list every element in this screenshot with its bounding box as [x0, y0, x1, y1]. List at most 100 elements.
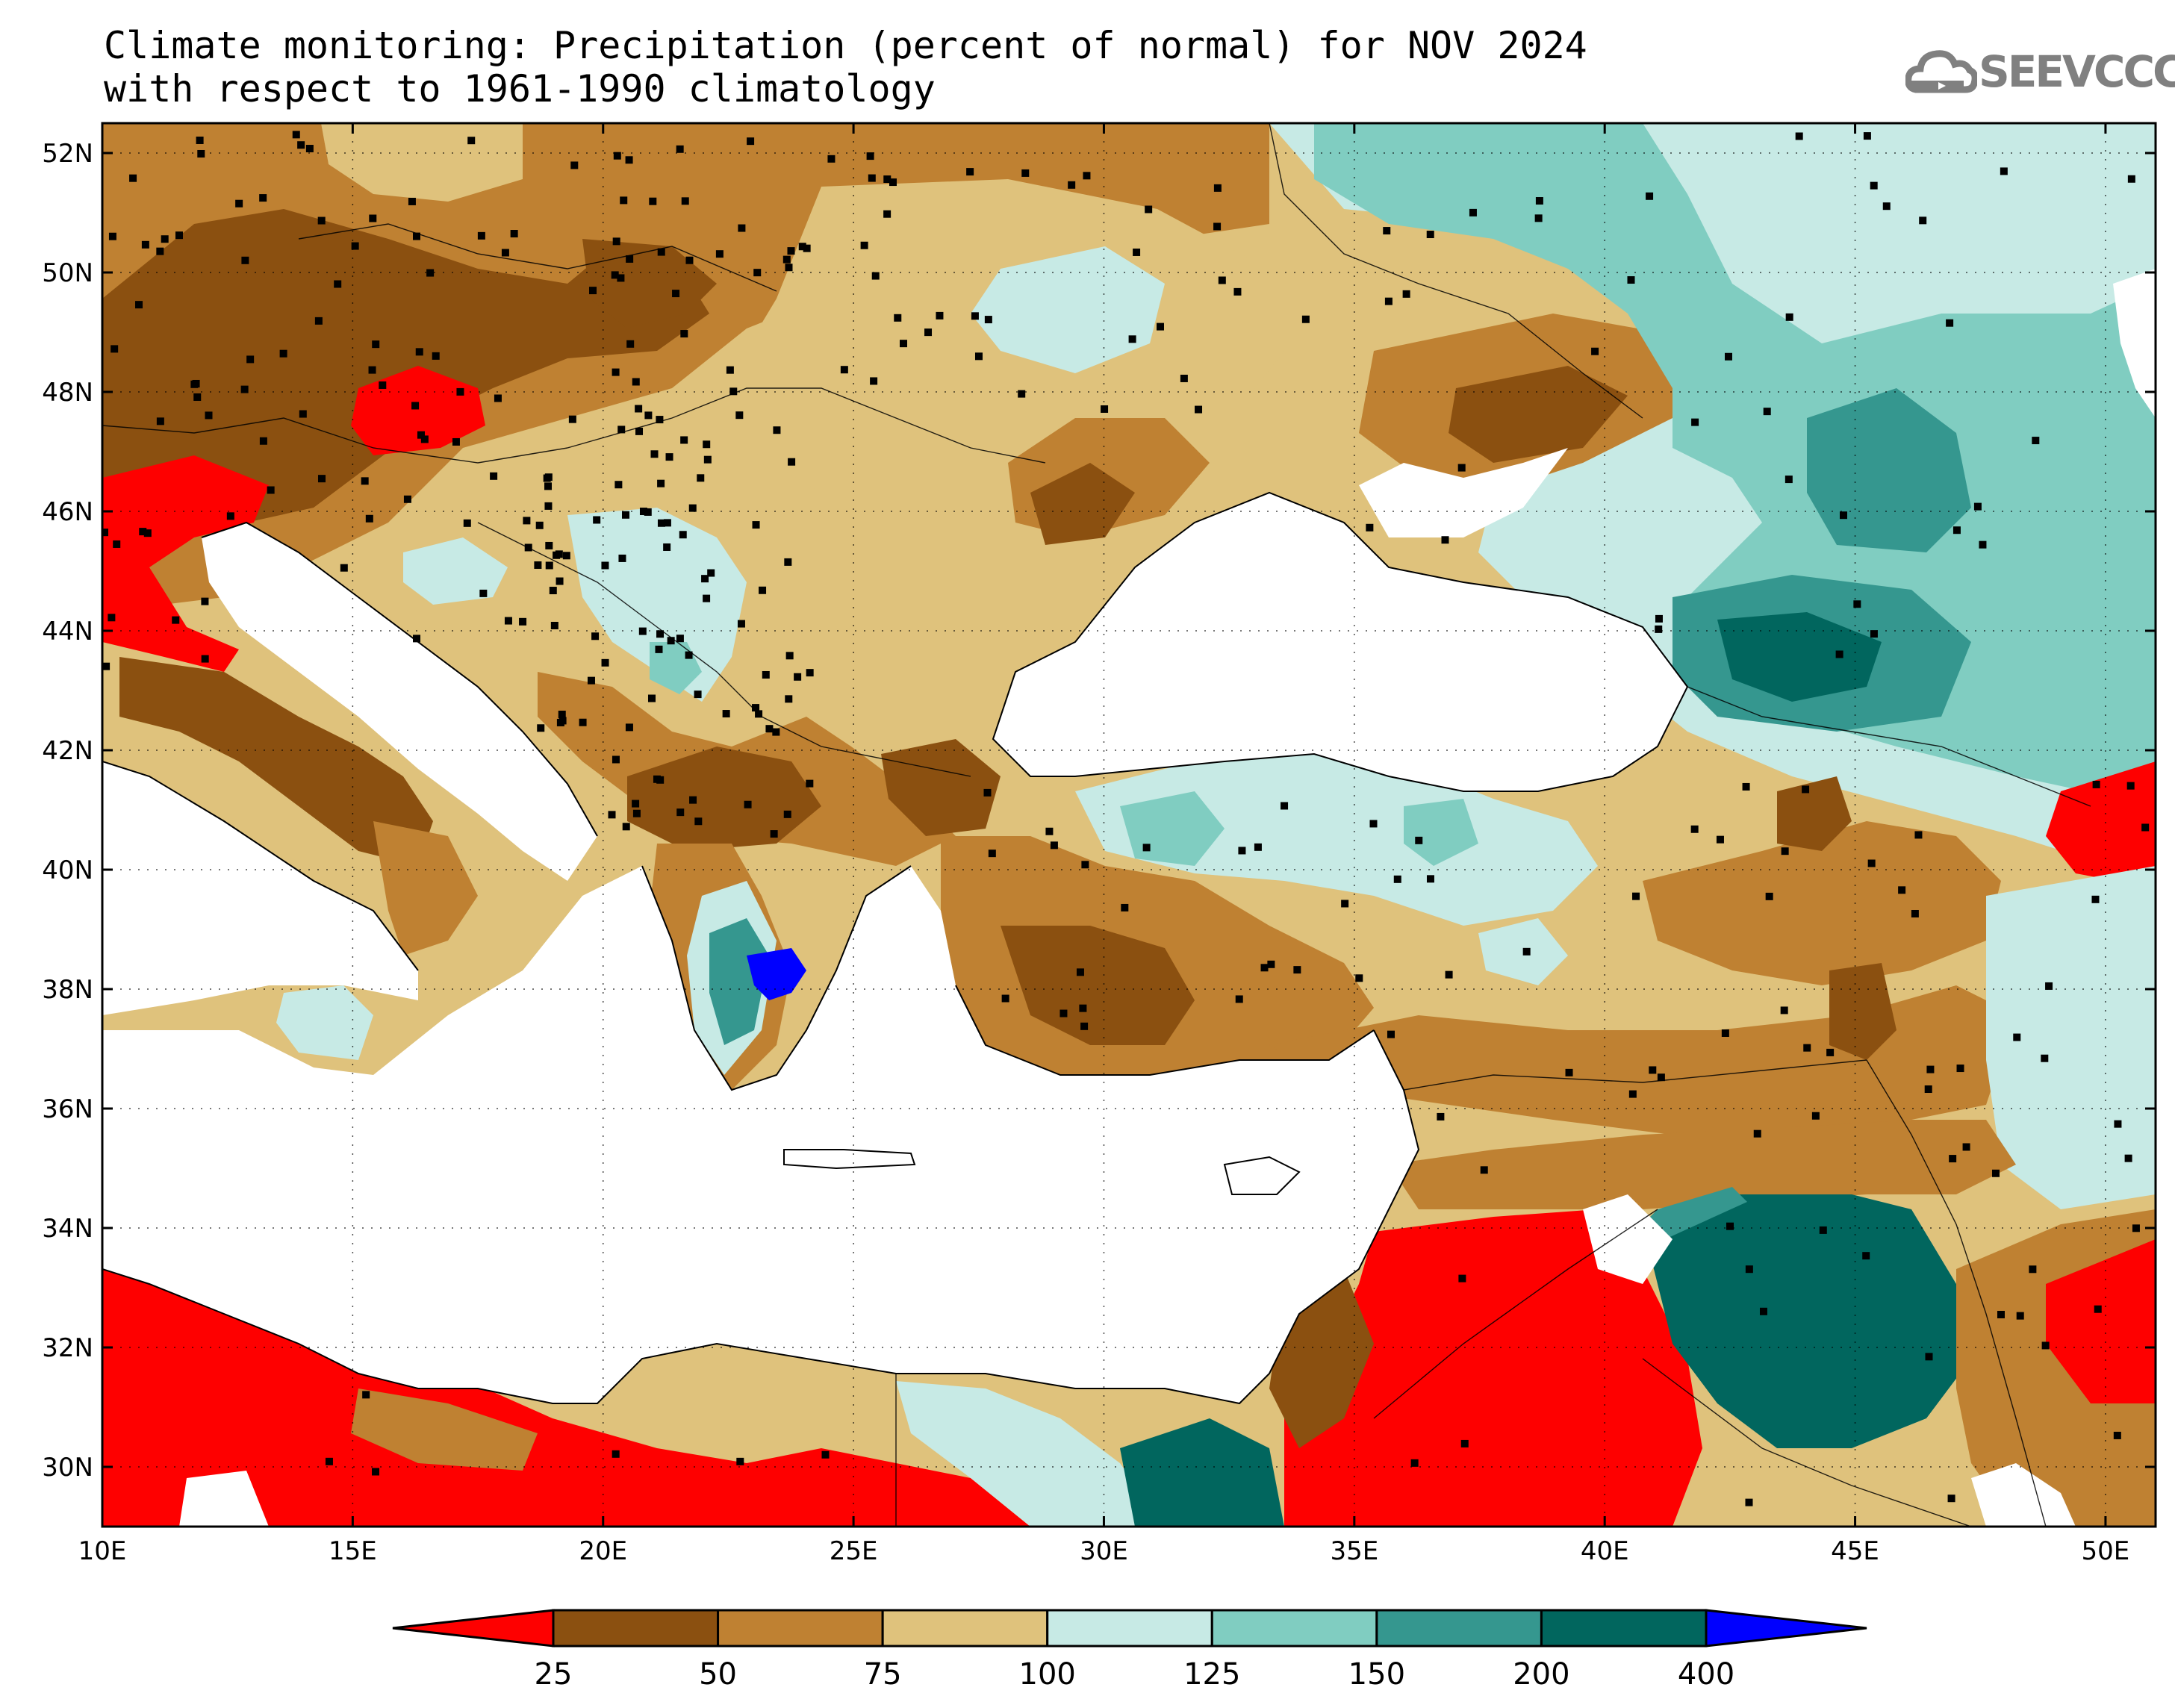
- station-marker: [680, 330, 688, 338]
- station-marker: [626, 340, 635, 348]
- colorbar-label: 200: [1513, 1657, 1569, 1692]
- station-marker: [924, 328, 933, 337]
- station-marker: [1991, 1169, 2000, 1177]
- station-marker: [1101, 405, 1109, 413]
- station-marker: [1180, 374, 1188, 382]
- station-marker: [420, 435, 429, 443]
- station-marker: [1863, 132, 1871, 140]
- station-marker: [1083, 172, 1091, 180]
- station-marker: [1076, 968, 1084, 976]
- station-marker: [1195, 405, 1203, 414]
- station-marker: [299, 410, 307, 418]
- station-marker: [752, 704, 760, 712]
- station-marker: [1534, 214, 1543, 222]
- station-marker: [1979, 540, 1987, 549]
- station-marker: [1145, 205, 1153, 214]
- station-marker: [1001, 994, 1009, 1003]
- station-marker: [589, 287, 597, 295]
- station-marker: [787, 247, 795, 255]
- station-marker: [587, 676, 595, 685]
- station-marker: [523, 517, 531, 525]
- station-marker: [108, 232, 116, 240]
- station-marker: [305, 145, 314, 153]
- station-marker: [372, 1468, 380, 1476]
- station-marker: [494, 394, 502, 402]
- station-marker: [1627, 276, 1635, 284]
- anomaly-25-50-van: [1829, 963, 1896, 1060]
- station-marker: [2000, 167, 2008, 175]
- station-marker: [650, 450, 659, 458]
- station-marker: [685, 651, 693, 659]
- anomaly-100-125-serbia: [567, 508, 747, 702]
- station-marker: [549, 587, 557, 595]
- caspian-sea: [2113, 269, 2156, 418]
- anomaly-25-50-central-italy: [119, 657, 433, 866]
- station-marker: [738, 224, 746, 232]
- colorbar-segment: [1540, 1609, 1708, 1648]
- station-marker: [685, 256, 694, 264]
- station-marker: [524, 543, 532, 552]
- border-alps: [102, 417, 568, 464]
- station-marker: [737, 620, 745, 628]
- station-marker: [1080, 1022, 1089, 1030]
- station-marker: [1628, 1090, 1637, 1098]
- station-marker: [1655, 625, 1663, 633]
- station-marker: [417, 431, 425, 439]
- colorbar-segment: [552, 1609, 720, 1648]
- station-marker: [535, 521, 544, 529]
- station-marker: [1925, 1353, 1933, 1361]
- lon-tick-label: 25E: [830, 1536, 878, 1566]
- station-marker: [1213, 184, 1222, 192]
- station-marker: [1460, 1439, 1469, 1447]
- station-marker: [694, 817, 703, 826]
- station-marker: [726, 366, 734, 374]
- station-marker: [788, 458, 796, 466]
- station-marker: [1949, 1155, 1957, 1163]
- station-marker: [1384, 297, 1393, 305]
- station-marker: [1780, 1006, 1788, 1014]
- station-marker: [649, 197, 657, 205]
- station-marker: [2094, 1305, 2102, 1313]
- station-marker: [279, 349, 287, 358]
- station-marker: [365, 514, 373, 523]
- station-marker: [558, 711, 566, 719]
- station-marker: [613, 152, 621, 160]
- station-marker: [1956, 1065, 1964, 1073]
- station-marker: [703, 440, 711, 449]
- cyprus-outline: [1223, 1156, 1301, 1195]
- station-marker: [747, 137, 755, 146]
- anomaly-25-50-bulgaria: [627, 747, 821, 851]
- italy-west-coastline: [102, 761, 419, 971]
- station-marker: [770, 830, 778, 838]
- anomaly-below-25-libya-egypt: [102, 1239, 1030, 1527]
- station-marker: [871, 272, 880, 280]
- station-marker: [601, 658, 609, 667]
- station-marker: [1369, 820, 1378, 828]
- station-marker: [722, 710, 730, 718]
- station-marker: [2032, 437, 2040, 445]
- station-marker: [1387, 1030, 1395, 1038]
- station-marker: [1426, 875, 1434, 883]
- station-marker: [240, 385, 249, 393]
- station-marker: [1366, 523, 1374, 532]
- station-marker: [870, 377, 878, 385]
- station-marker: [1060, 1009, 1068, 1017]
- anomaly-25-50-thrace: [881, 739, 1001, 836]
- station-marker: [689, 796, 697, 804]
- colorbar-label: 150: [1348, 1657, 1405, 1692]
- station-marker: [755, 710, 763, 718]
- station-marker: [545, 541, 553, 549]
- station-marker: [1898, 886, 1906, 894]
- station-marker: [201, 655, 209, 663]
- station-marker: [676, 145, 684, 153]
- station-marker: [368, 366, 376, 374]
- station-marker: [537, 724, 545, 732]
- station-marker: [697, 474, 705, 482]
- station-marker: [156, 417, 164, 426]
- station-marker: [161, 235, 169, 243]
- station-marker: [971, 312, 979, 320]
- station-marker: [1716, 835, 1724, 844]
- lat-tick-label: 42N: [42, 736, 93, 766]
- station-marker: [1213, 222, 1222, 231]
- station-marker: [226, 512, 234, 520]
